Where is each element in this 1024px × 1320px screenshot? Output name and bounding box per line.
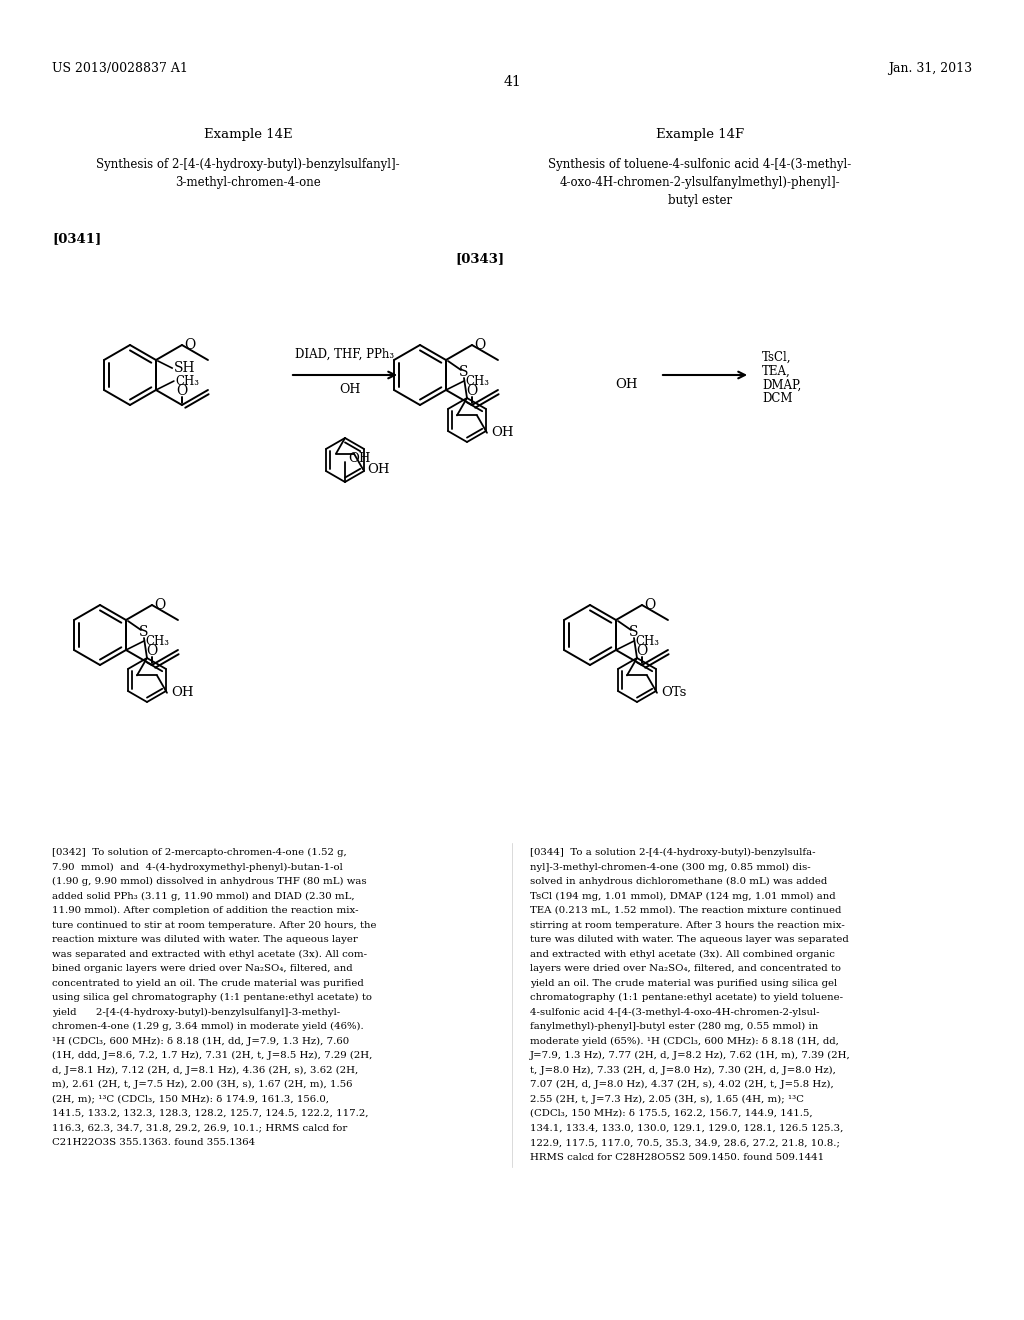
Text: CH₃: CH₃ <box>636 635 659 648</box>
Text: 141.5, 133.2, 132.3, 128.3, 128.2, 125.7, 124.5, 122.2, 117.2,: 141.5, 133.2, 132.3, 128.3, 128.2, 125.7… <box>52 1109 369 1118</box>
Text: O: O <box>154 598 165 612</box>
Text: O: O <box>176 384 187 399</box>
Text: reaction mixture was diluted with water. The aqueous layer: reaction mixture was diluted with water.… <box>52 935 357 944</box>
Text: O: O <box>466 384 477 399</box>
Text: OH: OH <box>171 686 194 700</box>
Text: J=7.9, 1.3 Hz), 7.77 (2H, d, J=8.2 Hz), 7.62 (1H, m), 7.39 (2H,: J=7.9, 1.3 Hz), 7.77 (2H, d, J=8.2 Hz), … <box>530 1051 851 1060</box>
Text: TsCl (194 mg, 1.01 mmol), DMAP (124 mg, 1.01 mmol) and: TsCl (194 mg, 1.01 mmol), DMAP (124 mg, … <box>530 891 836 900</box>
Text: concentrated to yield an oil. The crude material was purified: concentrated to yield an oil. The crude … <box>52 978 364 987</box>
Text: yield an oil. The crude material was purified using silica gel: yield an oil. The crude material was pur… <box>530 978 838 987</box>
Text: Example 14F: Example 14F <box>656 128 744 141</box>
Text: OH: OH <box>348 451 371 465</box>
Text: US 2013/0028837 A1: US 2013/0028837 A1 <box>52 62 187 75</box>
Text: (1.90 g, 9.90 mmol) dissolved in anhydrous THF (80 mL) was: (1.90 g, 9.90 mmol) dissolved in anhydro… <box>52 876 367 886</box>
Text: [0341]: [0341] <box>52 232 101 246</box>
Text: [0342]  To solution of 2-mercapto-chromen-4-one (1.52 g,: [0342] To solution of 2-mercapto-chromen… <box>52 847 347 857</box>
Text: Jan. 31, 2013: Jan. 31, 2013 <box>888 62 972 75</box>
Text: added solid PPh₃ (3.11 g, 11.90 mmol) and DIAD (2.30 mL,: added solid PPh₃ (3.11 g, 11.90 mmol) an… <box>52 891 354 900</box>
Text: S: S <box>139 624 148 639</box>
Text: m), 2.61 (2H, t, J=7.5 Hz), 2.00 (3H, s), 1.67 (2H, m), 1.56: m), 2.61 (2H, t, J=7.5 Hz), 2.00 (3H, s)… <box>52 1080 352 1089</box>
Text: HRMS calcd for C28H28O5S2 509.1450. found 509.1441: HRMS calcd for C28H28O5S2 509.1450. foun… <box>530 1152 824 1162</box>
Text: Synthesis of 2-[4-(4-hydroxy-butyl)-benzylsulfanyl]-
3-methyl-chromen-4-one: Synthesis of 2-[4-(4-hydroxy-butyl)-benz… <box>96 158 399 189</box>
Text: O: O <box>184 338 196 352</box>
Text: 7.07 (2H, d, J=8.0 Hz), 4.37 (2H, s), 4.02 (2H, t, J=5.8 Hz),: 7.07 (2H, d, J=8.0 Hz), 4.37 (2H, s), 4.… <box>530 1080 834 1089</box>
Text: OH: OH <box>490 426 513 440</box>
Text: O: O <box>474 338 485 352</box>
Text: 11.90 mmol). After completion of addition the reaction mix-: 11.90 mmol). After completion of additio… <box>52 906 358 915</box>
Text: OH: OH <box>339 383 360 396</box>
Text: O: O <box>644 598 655 612</box>
Text: TEA (0.213 mL, 1.52 mmol). The reaction mixture continued: TEA (0.213 mL, 1.52 mmol). The reaction … <box>530 906 842 915</box>
Text: (CDCl₃, 150 MHz): δ 175.5, 162.2, 156.7, 144.9, 141.5,: (CDCl₃, 150 MHz): δ 175.5, 162.2, 156.7,… <box>530 1109 813 1118</box>
Text: 122.9, 117.5, 117.0, 70.5, 35.3, 34.9, 28.6, 27.2, 21.8, 10.8.;: 122.9, 117.5, 117.0, 70.5, 35.3, 34.9, 2… <box>530 1138 840 1147</box>
Text: OTs: OTs <box>660 686 686 700</box>
Text: DCM: DCM <box>762 392 793 405</box>
Text: 41: 41 <box>503 75 521 88</box>
Text: chromatography (1:1 pentane:ethyl acetate) to yield toluene-: chromatography (1:1 pentane:ethyl acetat… <box>530 993 843 1002</box>
Text: and extracted with ethyl acetate (3x). All combined organic: and extracted with ethyl acetate (3x). A… <box>530 949 835 958</box>
Text: t, J=8.0 Hz), 7.33 (2H, d, J=8.0 Hz), 7.30 (2H, d, J=8.0 Hz),: t, J=8.0 Hz), 7.33 (2H, d, J=8.0 Hz), 7.… <box>530 1065 836 1074</box>
Text: using silica gel chromatography (1:1 pentane:ethyl acetate) to: using silica gel chromatography (1:1 pen… <box>52 993 372 1002</box>
Text: was separated and extracted with ethyl acetate (3x). All com-: was separated and extracted with ethyl a… <box>52 949 367 958</box>
Text: 134.1, 133.4, 133.0, 130.0, 129.1, 129.0, 128.1, 126.5 125.3,: 134.1, 133.4, 133.0, 130.0, 129.1, 129.0… <box>530 1123 844 1133</box>
Text: yield      2-[4-(4-hydroxy-butyl)-benzylsulfanyl]-3-methyl-: yield 2-[4-(4-hydroxy-butyl)-benzylsulfa… <box>52 1007 340 1016</box>
Text: DMAP,: DMAP, <box>762 379 801 392</box>
Text: DIAD, THF, PPh₃: DIAD, THF, PPh₃ <box>296 348 394 360</box>
Text: [0344]  To a solution 2-[4-(4-hydroxy-butyl)-benzylsulfa-: [0344] To a solution 2-[4-(4-hydroxy-but… <box>530 847 815 857</box>
Text: OH: OH <box>367 463 389 475</box>
Text: bined organic layers were dried over Na₂SO₄, filtered, and: bined organic layers were dried over Na₂… <box>52 964 352 973</box>
Text: CH₃: CH₃ <box>145 635 170 648</box>
Text: solved in anhydrous dichloromethane (8.0 mL) was added: solved in anhydrous dichloromethane (8.0… <box>530 876 827 886</box>
Text: Synthesis of toluene-4-sulfonic acid 4-[4-(3-methyl-
4-oxo-4H-chromen-2-ylsulfan: Synthesis of toluene-4-sulfonic acid 4-[… <box>549 158 852 207</box>
Text: layers were dried over Na₂SO₄, filtered, and concentrated to: layers were dried over Na₂SO₄, filtered,… <box>530 964 841 973</box>
Text: ture continued to stir at room temperature. After 20 hours, the: ture continued to stir at room temperatu… <box>52 920 377 929</box>
Text: CH₃: CH₃ <box>466 375 489 388</box>
Text: [0343]: [0343] <box>455 252 504 265</box>
Text: TEA,: TEA, <box>762 364 791 378</box>
Text: ture was diluted with water. The aqueous layer was separated: ture was diluted with water. The aqueous… <box>530 935 849 944</box>
Text: Example 14E: Example 14E <box>204 128 292 141</box>
Text: OH: OH <box>615 379 638 392</box>
Text: d, J=8.1 Hz), 7.12 (2H, d, J=8.1 Hz), 4.36 (2H, s), 3.62 (2H,: d, J=8.1 Hz), 7.12 (2H, d, J=8.1 Hz), 4.… <box>52 1065 358 1074</box>
Text: (2H, m); ¹³C (CDCl₃, 150 MHz): δ 174.9, 161.3, 156.0,: (2H, m); ¹³C (CDCl₃, 150 MHz): δ 174.9, … <box>52 1094 329 1104</box>
Text: S: S <box>459 366 469 379</box>
Text: TsCl,: TsCl, <box>762 351 792 363</box>
Text: C21H22O3S 355.1363. found 355.1364: C21H22O3S 355.1363. found 355.1364 <box>52 1138 255 1147</box>
Text: O: O <box>146 644 158 657</box>
Text: 2.55 (2H, t, J=7.3 Hz), 2.05 (3H, s), 1.65 (4H, m); ¹³C: 2.55 (2H, t, J=7.3 Hz), 2.05 (3H, s), 1.… <box>530 1094 804 1104</box>
Text: S: S <box>629 624 639 639</box>
Text: moderate yield (65%). ¹H (CDCl₃, 600 MHz): δ 8.18 (1H, dd,: moderate yield (65%). ¹H (CDCl₃, 600 MHz… <box>530 1036 839 1045</box>
Text: 116.3, 62.3, 34.7, 31.8, 29.2, 26.9, 10.1.; HRMS calcd for: 116.3, 62.3, 34.7, 31.8, 29.2, 26.9, 10.… <box>52 1123 347 1133</box>
Text: SH: SH <box>174 362 196 375</box>
Text: ¹H (CDCl₃, 600 MHz): δ 8.18 (1H, dd, J=7.9, 1.3 Hz), 7.60: ¹H (CDCl₃, 600 MHz): δ 8.18 (1H, dd, J=7… <box>52 1036 349 1045</box>
Text: CH₃: CH₃ <box>176 375 200 388</box>
Text: (1H, ddd, J=8.6, 7.2, 1.7 Hz), 7.31 (2H, t, J=8.5 Hz), 7.29 (2H,: (1H, ddd, J=8.6, 7.2, 1.7 Hz), 7.31 (2H,… <box>52 1051 373 1060</box>
Text: fanylmethyl)-phenyl]-butyl ester (280 mg, 0.55 mmol) in: fanylmethyl)-phenyl]-butyl ester (280 mg… <box>530 1022 818 1031</box>
Text: stirring at room temperature. After 3 hours the reaction mix-: stirring at room temperature. After 3 ho… <box>530 920 845 929</box>
Text: chromen-4-one (1.29 g, 3.64 mmol) in moderate yield (46%).: chromen-4-one (1.29 g, 3.64 mmol) in mod… <box>52 1022 364 1031</box>
Text: O: O <box>636 644 647 657</box>
Text: 7.90  mmol)  and  4-(4-hydroxymethyl-phenyl)-butan-1-ol: 7.90 mmol) and 4-(4-hydroxymethyl-phenyl… <box>52 862 343 871</box>
Text: nyl]-3-methyl-chromen-4-one (300 mg, 0.85 mmol) dis-: nyl]-3-methyl-chromen-4-one (300 mg, 0.8… <box>530 862 811 871</box>
Text: 4-sulfonic acid 4-[4-(3-methyl-4-oxo-4H-chromen-2-ylsul-: 4-sulfonic acid 4-[4-(3-methyl-4-oxo-4H-… <box>530 1007 819 1016</box>
